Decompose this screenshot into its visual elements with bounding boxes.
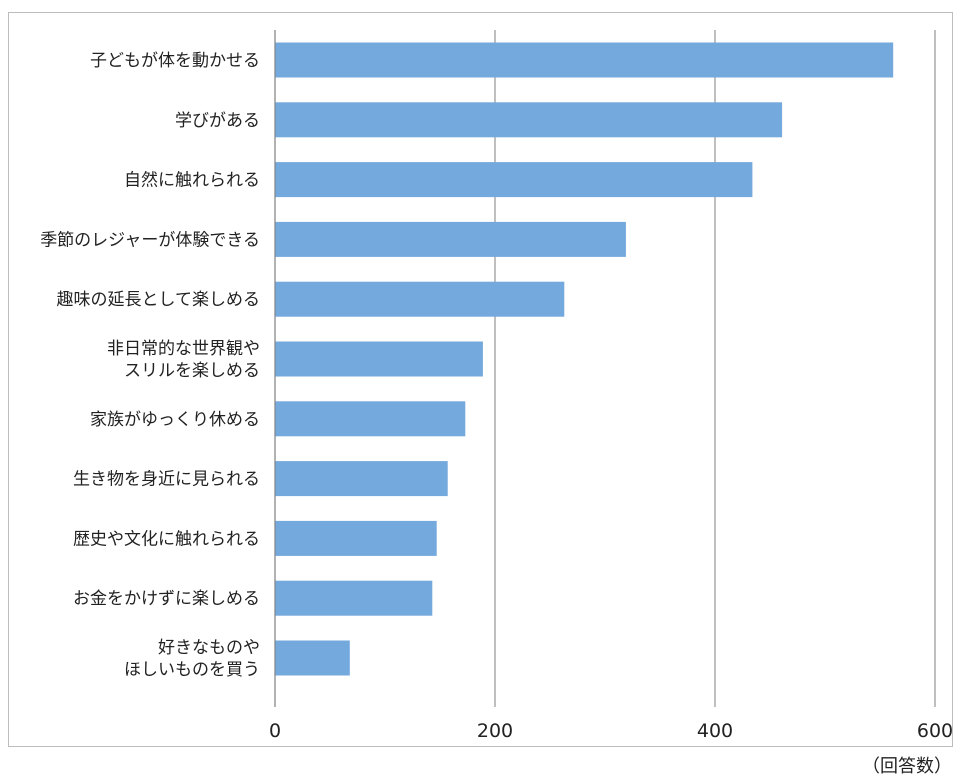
- bar-9: [275, 520, 437, 556]
- x-tick-label-600: 600: [917, 720, 953, 742]
- category-label-line: 歴史や文化に触れられる: [73, 529, 260, 549]
- category-label-line: 生き物を身近に見られる: [73, 470, 260, 490]
- bar-7: [275, 401, 466, 437]
- bar-11: [275, 640, 350, 676]
- category-label-8: 生き物を身近に見られる: [73, 470, 260, 490]
- category-label-7: 家族がゆっくり休める: [90, 410, 260, 430]
- category-label-6: 非日常的な世界観やスリルを楽しめる: [107, 339, 260, 381]
- bar-5: [275, 281, 565, 317]
- category-label-5: 趣味の延長として楽しめる: [57, 290, 261, 310]
- category-label-line: 子どもが体を動かせる: [90, 51, 260, 71]
- bar-6: [275, 341, 483, 377]
- bar-3: [275, 162, 753, 198]
- x-tick-label-200: 200: [477, 720, 513, 742]
- category-label-11: 好きなものやほしいものを買う: [124, 638, 260, 680]
- x-tick-label-400: 400: [697, 720, 733, 742]
- x-tick-label-0: 0: [269, 720, 281, 742]
- category-label-4: 季節のレジャーが体験できる: [40, 230, 260, 250]
- bar-1: [275, 42, 894, 78]
- category-label-line: 家族がゆっくり休める: [90, 410, 260, 430]
- category-label-3: 自然に触れられる: [124, 171, 260, 191]
- category-label-line: 学びがある: [175, 111, 260, 131]
- bar-10: [275, 580, 433, 616]
- category-label-1: 子どもが体を動かせる: [90, 51, 260, 71]
- category-label-10: お金をかけずに楽しめる: [73, 589, 260, 609]
- category-label-line: 好きなものや: [158, 638, 260, 658]
- category-label-line: 季節のレジャーが体験できる: [40, 230, 260, 250]
- unit-label: （回答数）: [862, 756, 952, 777]
- category-label-line: お金をかけずに楽しめる: [73, 589, 260, 609]
- category-label-line: 自然に触れられる: [124, 171, 260, 191]
- bar-4: [275, 221, 626, 257]
- category-label-line: スリルを楽しめる: [124, 361, 260, 381]
- category-label-line: 非日常的な世界観や: [107, 339, 260, 359]
- category-label-line: 趣味の延長として楽しめる: [57, 290, 261, 310]
- bar-8: [275, 461, 448, 497]
- category-label-9: 歴史や文化に触れられる: [73, 529, 260, 549]
- bar-2: [275, 102, 783, 138]
- category-label-2: 学びがある: [175, 111, 260, 131]
- category-label-line: ほしいものを買う: [124, 660, 260, 680]
